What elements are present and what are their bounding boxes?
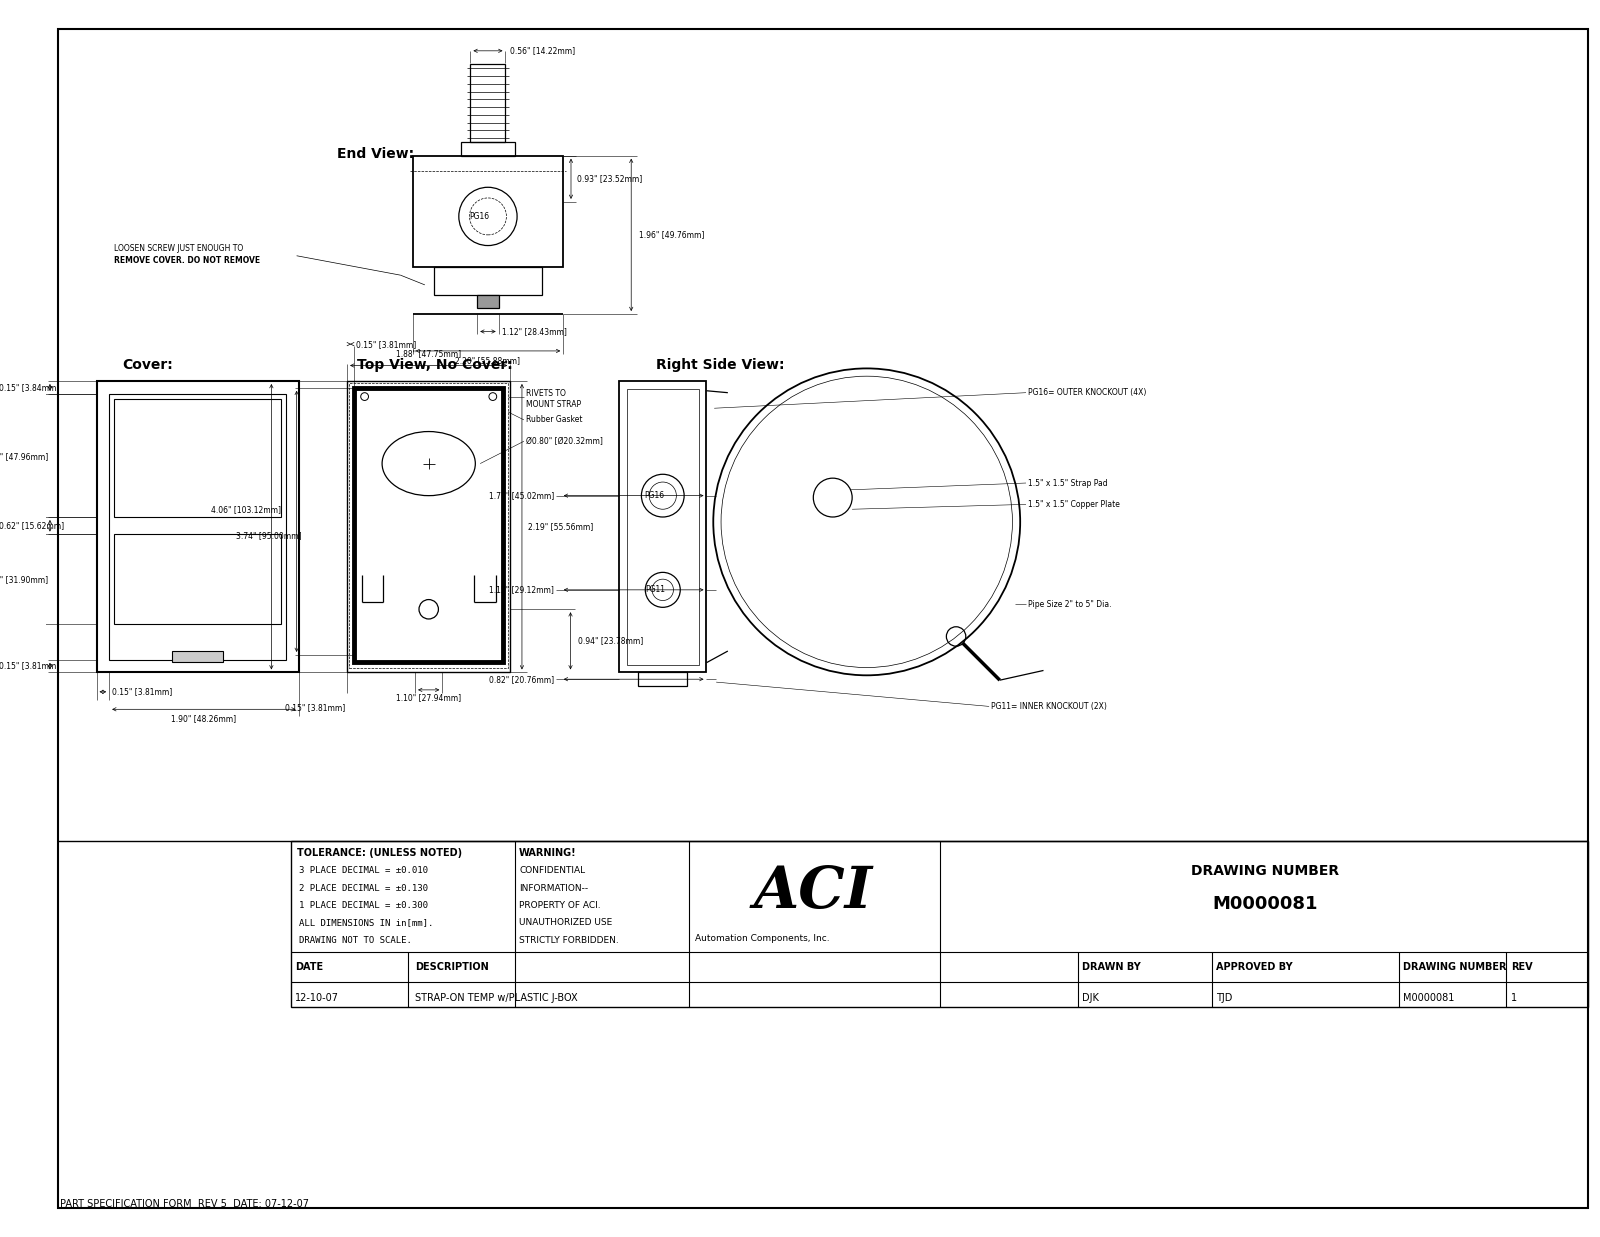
Bar [109,393,286,659]
Text: 1.5" x 1.5" Copper Plate: 1.5" x 1.5" Copper Plate [1027,500,1120,508]
Text: 2 PLACE DECIMAL = ±0.130: 2 PLACE DECIMAL = ±0.130 [299,883,427,893]
Bar [434,267,542,294]
Bar [627,388,699,664]
Text: 0.56" [14.22mm]: 0.56" [14.22mm] [510,46,576,56]
Text: 12-10-07: 12-10-07 [294,993,339,1003]
Text: 1 PLACE DECIMAL = ±0.300: 1 PLACE DECIMAL = ±0.300 [299,901,427,910]
Text: DRAWN BY: DRAWN BY [1082,961,1141,972]
Text: INFORMATION--: INFORMATION-- [518,883,589,893]
Text: CONFIDENTIAL: CONFIDENTIAL [518,866,586,875]
Text: 1.10" [27.94mm]: 1.10" [27.94mm] [397,693,461,703]
Text: Automation Components, Inc.: Automation Components, Inc. [694,934,829,943]
Text: DJK: DJK [1082,993,1099,1003]
Text: PG11: PG11 [645,585,666,594]
Text: Ø0.80" [Ø20.32mm]: Ø0.80" [Ø20.32mm] [526,437,603,445]
Text: 0.15" [3.81mm]: 0.15" [3.81mm] [0,662,59,670]
Text: 1.77" [45.02mm]: 1.77" [45.02mm] [488,491,554,500]
Text: 1.90" [48.26mm]: 1.90" [48.26mm] [171,715,237,724]
Text: APPROVED BY: APPROVED BY [1216,961,1293,972]
Text: STRICTLY FORBIDDEN.: STRICTLY FORBIDDEN. [518,936,619,945]
Text: 3.74" [95.00mm]: 3.74" [95.00mm] [237,532,302,541]
Text: ALL DIMENSIONS IN in[mm].: ALL DIMENSIONS IN in[mm]. [299,919,434,928]
Text: 1.12" [28.43mm]: 1.12" [28.43mm] [501,327,566,336]
Text: DRAWING NUMBER: DRAWING NUMBER [1403,961,1506,972]
Text: PROPERTY OF ACI.: PROPERTY OF ACI. [518,901,600,910]
Text: REMOVE COVER. DO NOT REMOVE: REMOVE COVER. DO NOT REMOVE [114,256,261,265]
Text: TOLERANCE: (UNLESS NOTED): TOLERANCE: (UNLESS NOTED) [296,849,462,858]
Text: 1.89" [47.96mm]: 1.89" [47.96mm] [0,453,48,461]
Text: DESCRIPTION: DESCRIPTION [414,961,490,972]
Text: WARNING!: WARNING! [518,849,576,858]
Bar [173,651,222,662]
Text: 2.19" [55.56mm]: 2.19" [55.56mm] [528,522,594,531]
Text: 4.06" [103.12mm]: 4.06" [103.12mm] [211,505,282,513]
Bar [114,534,282,623]
Bar [461,142,515,156]
Bar [347,381,510,673]
Text: 1.26" [31.90mm]: 1.26" [31.90mm] [0,575,48,584]
Bar [291,841,1589,1007]
Bar [477,294,499,308]
Text: 0.93" [23.52mm]: 0.93" [23.52mm] [578,174,642,183]
Text: M0000081: M0000081 [1403,993,1454,1003]
Bar [619,381,707,673]
Text: PG16: PG16 [643,491,664,500]
Text: Rubber Gasket: Rubber Gasket [526,416,582,424]
Bar [349,383,509,668]
Text: 3 PLACE DECIMAL = ±0.010: 3 PLACE DECIMAL = ±0.010 [299,866,427,875]
Text: 0.15" [3.81mm]: 0.15" [3.81mm] [112,688,173,696]
Text: DRAWING NOT TO SCALE.: DRAWING NOT TO SCALE. [299,936,411,945]
Text: STRAP-ON TEMP w/PLASTIC J-BOX: STRAP-ON TEMP w/PLASTIC J-BOX [414,993,578,1003]
Text: PG16: PG16 [469,212,490,221]
Text: 0.15" [3.84mm]: 0.15" [3.84mm] [0,382,59,392]
Text: RIVETS TO: RIVETS TO [526,390,566,398]
Text: PART SPECIFICATION FORM  REV 5  DATE: 07-12-07: PART SPECIFICATION FORM REV 5 DATE: 07-1… [59,1200,309,1210]
Text: 1.88" [47.75mm]: 1.88" [47.75mm] [397,349,461,357]
Bar [354,388,504,662]
Bar [413,156,563,267]
Text: 1.96" [49.76mm]: 1.96" [49.76mm] [638,230,704,240]
Text: 1.15" [29.12mm]: 1.15" [29.12mm] [490,585,554,594]
Text: PG16= OUTER KNOCKOUT (4X): PG16= OUTER KNOCKOUT (4X) [1027,388,1146,397]
Text: REV: REV [1510,961,1533,972]
Text: Pipe Size 2" to 5" Dia.: Pipe Size 2" to 5" Dia. [1027,600,1112,609]
Text: 1: 1 [1510,993,1517,1003]
Text: 2.20" [55.88mm]: 2.20" [55.88mm] [456,356,520,365]
Text: 0.82" [20.76mm]: 0.82" [20.76mm] [490,674,554,684]
Text: 0.15" [3.81mm]: 0.15" [3.81mm] [355,340,416,349]
Text: PG11= INNER KNOCKOUT (2X): PG11= INNER KNOCKOUT (2X) [990,701,1107,711]
Text: Right Side View:: Right Side View: [656,359,784,372]
Text: End View:: End View: [338,147,414,161]
Text: LOOSEN SCREW JUST ENOUGH TO: LOOSEN SCREW JUST ENOUGH TO [114,245,243,254]
Text: M0000081: M0000081 [1213,894,1318,913]
Text: Cover:: Cover: [122,359,173,372]
Bar [96,381,299,673]
Bar [470,64,506,142]
Bar [638,673,686,687]
Text: MOUNT STRAP: MOUNT STRAP [526,400,581,409]
Bar [114,398,282,517]
Text: 0.94" [23.78mm]: 0.94" [23.78mm] [578,636,643,646]
Text: TJD: TJD [1216,993,1232,1003]
Text: 0.62" [15.62mm]: 0.62" [15.62mm] [0,521,64,531]
Text: DRAWING NUMBER: DRAWING NUMBER [1190,863,1339,877]
Text: ACI: ACI [754,863,874,920]
Text: Top View, No Cover:: Top View, No Cover: [357,359,512,372]
Text: 0.15" [3.81mm]: 0.15" [3.81mm] [285,703,346,711]
Text: DATE: DATE [294,961,323,972]
Text: 1.5" x 1.5" Strap Pad: 1.5" x 1.5" Strap Pad [1027,479,1107,487]
Text: UNAUTHORIZED USE: UNAUTHORIZED USE [518,919,613,928]
